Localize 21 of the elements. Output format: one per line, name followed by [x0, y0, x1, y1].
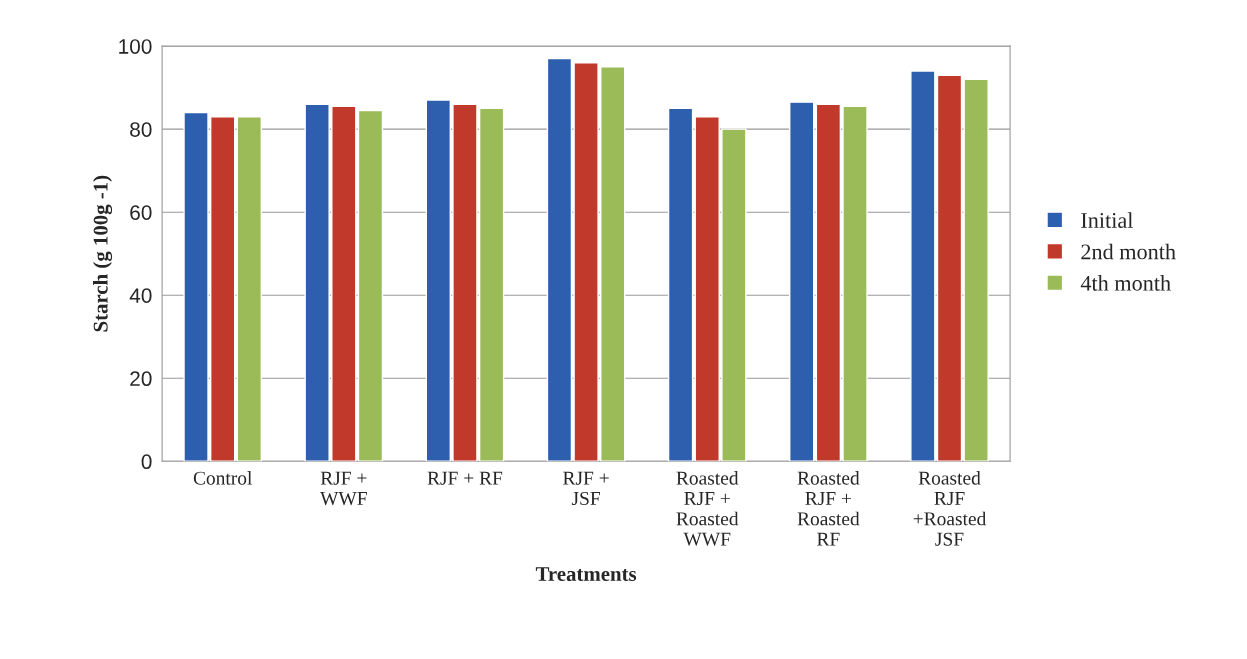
- bar: [236, 116, 263, 462]
- y-tick-label: 0: [141, 454, 152, 470]
- legend-label: Initial: [1081, 212, 1133, 228]
- y-tick-label: 40: [129, 288, 152, 303]
- x-tick-label: Control: [193, 471, 252, 485]
- x-tick-label: Roasted RJF + Roasted WWF: [676, 471, 739, 546]
- y-tick-label: 60: [130, 205, 152, 220]
- x-tick-label: RJF + WWF: [320, 471, 367, 506]
- y-tick-label: 100: [119, 39, 152, 54]
- x-tick-label: Roasted RJF +Roasted JSF: [913, 471, 987, 546]
- x-axis-title: Treatments: [535, 567, 637, 581]
- x-tick-label: RJF + JSF: [563, 471, 609, 506]
- bar: [667, 107, 694, 462]
- bar: [789, 101, 815, 462]
- y-axis-title: Starch (g 100g -1): [93, 175, 113, 332]
- y-tick-label: 20: [130, 371, 152, 387]
- legend-label: 4th month: [1080, 275, 1171, 291]
- x-tick-label: RJF + RF: [427, 471, 503, 485]
- x-tick-label: Roasted RJF + Roasted RF: [797, 471, 860, 546]
- legend-label: 2nd month: [1081, 243, 1176, 260]
- y-tick-label: 80: [130, 122, 152, 137]
